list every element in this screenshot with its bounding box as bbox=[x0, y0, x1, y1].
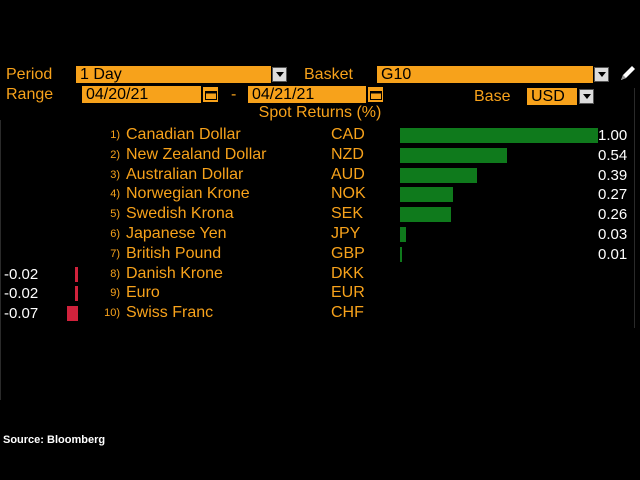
value-label: 0.27 bbox=[598, 186, 628, 203]
basket-label: Basket bbox=[304, 66, 353, 83]
currency-code[interactable]: EUR bbox=[331, 284, 365, 301]
period-select[interactable]: 1 Day bbox=[76, 66, 271, 83]
base-select[interactable]: USD bbox=[527, 88, 577, 105]
currency-code[interactable]: JPY bbox=[331, 225, 361, 242]
source-note: Source: Bloomberg bbox=[3, 434, 106, 446]
currency-name[interactable]: Swedish Krona bbox=[126, 205, 234, 222]
rank-label: 6) bbox=[110, 228, 120, 240]
rank-label: 10) bbox=[104, 307, 120, 319]
currency-name[interactable]: Australian Dollar bbox=[126, 166, 244, 183]
range-separator: - bbox=[231, 86, 237, 103]
period-dropdown-button[interactable] bbox=[272, 67, 287, 82]
rank-label: 7) bbox=[110, 248, 120, 260]
base-dropdown-button[interactable] bbox=[579, 89, 594, 104]
rank-label: 2) bbox=[110, 149, 120, 161]
bar-gbp bbox=[400, 247, 402, 262]
edit-pencil-icon[interactable] bbox=[618, 63, 638, 88]
currency-name[interactable]: British Pound bbox=[126, 245, 222, 262]
range-label: Range bbox=[6, 86, 54, 103]
currency-name[interactable]: Euro bbox=[126, 284, 160, 301]
currency-name[interactable]: Japanese Yen bbox=[126, 225, 227, 242]
currency-code[interactable]: DKK bbox=[331, 265, 364, 282]
rank-label: 8) bbox=[110, 268, 120, 280]
rank-label: 5) bbox=[110, 208, 120, 220]
range-start-calendar-button[interactable] bbox=[203, 87, 218, 102]
currency-name[interactable]: Norwegian Krone bbox=[126, 185, 250, 202]
currency-name[interactable]: Danish Krone bbox=[126, 265, 223, 282]
currency-code[interactable]: GBP bbox=[331, 245, 365, 262]
bar-jpy bbox=[400, 227, 406, 242]
range-end-field[interactable]: 04/21/21 bbox=[248, 86, 366, 103]
value-label: 0.39 bbox=[598, 167, 628, 184]
value-label: 0.03 bbox=[598, 226, 628, 243]
value-label: 1.00 bbox=[598, 127, 628, 144]
value-label: -0.07 bbox=[4, 305, 39, 322]
value-label: 0.26 bbox=[598, 206, 628, 223]
right-grid-line bbox=[634, 88, 635, 328]
value-label: 0.01 bbox=[598, 246, 628, 263]
chevron-down-icon bbox=[275, 72, 284, 77]
currency-code[interactable]: CHF bbox=[331, 304, 364, 321]
currency-code[interactable]: NOK bbox=[331, 185, 366, 202]
base-label: Base bbox=[474, 88, 511, 105]
basket-dropdown-button[interactable] bbox=[594, 67, 609, 82]
value-label: -0.02 bbox=[4, 285, 39, 302]
currency-name[interactable]: Swiss Franc bbox=[126, 304, 214, 321]
bar-eur bbox=[75, 286, 78, 301]
currency-code[interactable]: SEK bbox=[331, 205, 364, 222]
bar-sek bbox=[400, 207, 451, 222]
currency-name[interactable]: Canadian Dollar bbox=[126, 126, 241, 143]
currency-code[interactable]: NZD bbox=[331, 146, 364, 163]
bar-cad bbox=[400, 128, 598, 143]
chevron-down-icon bbox=[597, 72, 606, 77]
basket-select[interactable]: G10 bbox=[377, 66, 593, 83]
chart-title: Spot Returns (%) bbox=[258, 104, 382, 121]
range-start-field[interactable]: 04/20/21 bbox=[82, 86, 201, 103]
rank-label: 1) bbox=[110, 129, 120, 141]
currency-code[interactable]: AUD bbox=[331, 166, 365, 183]
value-label: 0.54 bbox=[598, 147, 628, 164]
bar-dkk bbox=[75, 267, 78, 282]
bar-nzd bbox=[400, 148, 507, 163]
currency-code[interactable]: CAD bbox=[331, 126, 365, 143]
value-label: -0.02 bbox=[4, 266, 39, 283]
rank-label: 3) bbox=[110, 169, 120, 181]
currency-name[interactable]: New Zealand Dollar bbox=[126, 146, 267, 163]
bar-chf bbox=[67, 306, 78, 321]
calendar-icon bbox=[369, 90, 382, 100]
chevron-down-icon bbox=[582, 94, 591, 99]
rank-label: 4) bbox=[110, 188, 120, 200]
left-grid-line bbox=[0, 120, 1, 400]
calendar-icon bbox=[204, 90, 217, 100]
period-label: Period bbox=[6, 66, 53, 83]
bar-nok bbox=[400, 187, 453, 202]
rank-label: 9) bbox=[110, 287, 120, 299]
bar-aud bbox=[400, 168, 477, 183]
range-end-calendar-button[interactable] bbox=[368, 87, 383, 102]
